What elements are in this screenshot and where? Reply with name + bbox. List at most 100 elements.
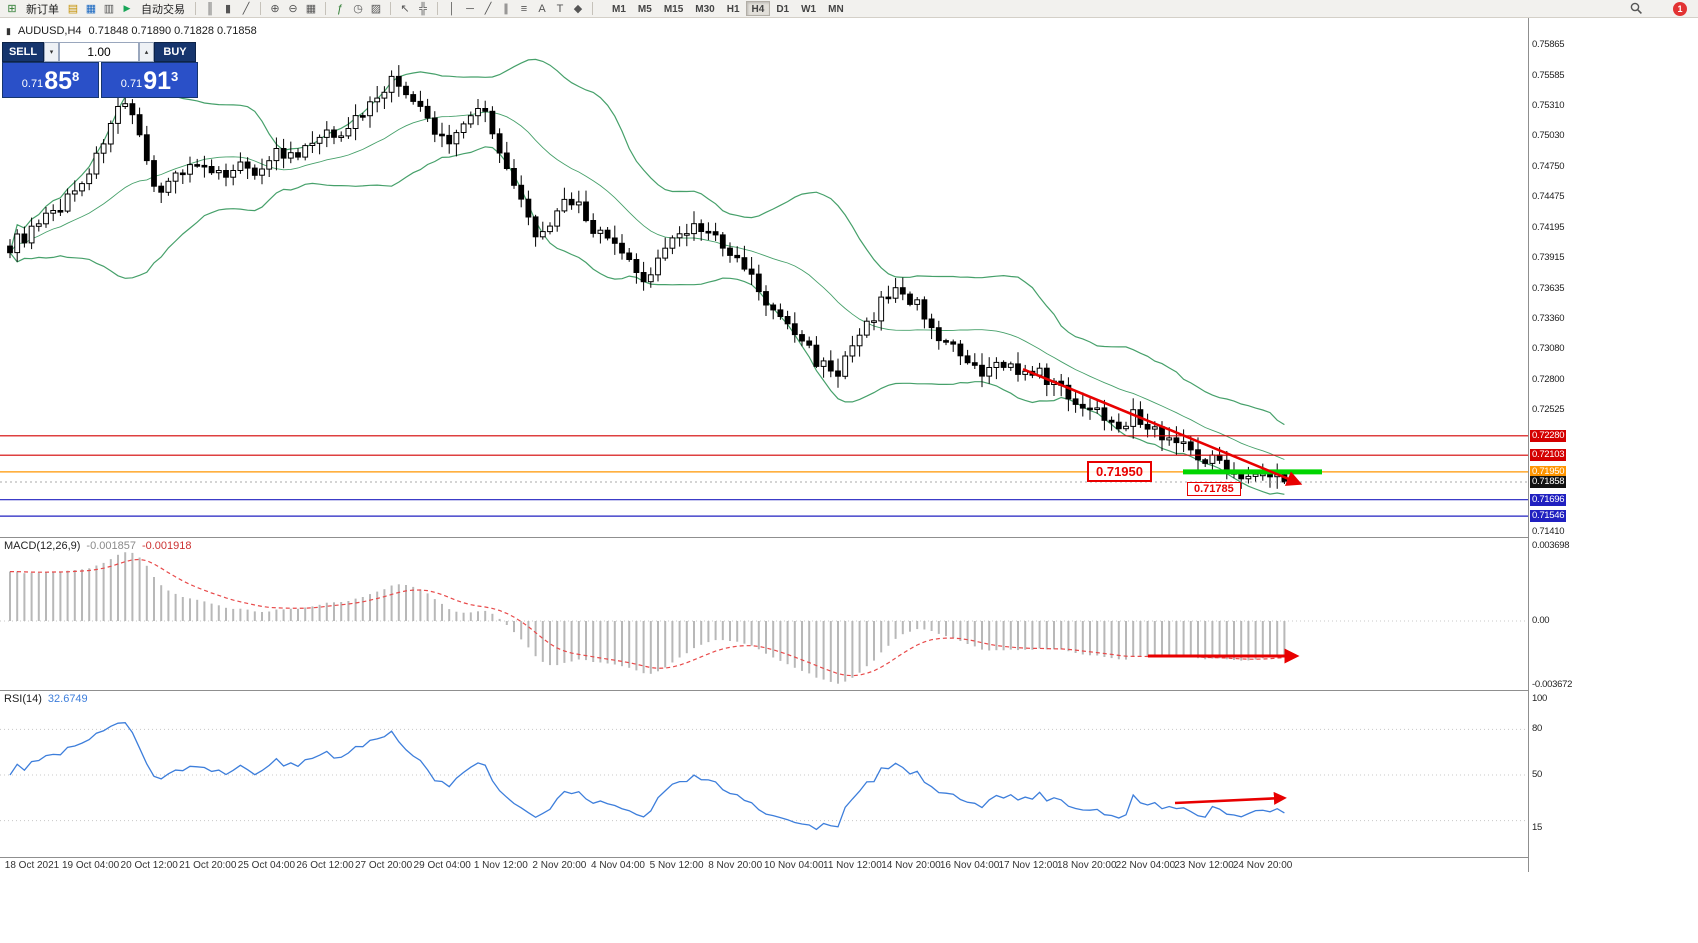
chart-window: ▮ AUDUSD,H4 0.71848 0.71890 0.71828 0.71…	[0, 18, 1572, 872]
timeframe-m5-button[interactable]: M5	[637, 4, 652, 15]
macd-indicator-pane: MACD(12,26,9) -0.001857 -0.001918	[0, 537, 1528, 690]
price-chart-pane	[0, 18, 1528, 537]
time-axis-label: 29 Oct 04:00	[413, 860, 471, 871]
toolbar-separator	[325, 2, 326, 15]
timeframe-m15-button[interactable]: M15	[663, 4, 684, 15]
time-axis-label: 1 Nov 12:00	[473, 860, 528, 871]
macd-scale-label: 0.00	[1532, 615, 1550, 626]
volume-input[interactable]	[59, 42, 139, 62]
time-axis-label: 25 Oct 04:00	[237, 860, 296, 871]
timeframe-m1-button[interactable]: M1	[612, 4, 626, 15]
price-scale-label: 0.73915	[1532, 252, 1565, 264]
toolbar-separator	[592, 2, 593, 15]
volume-decrease-button[interactable]: ▾	[44, 42, 59, 62]
timeframe-mn-button[interactable]: MN	[828, 4, 844, 15]
toolbar-separator	[390, 2, 391, 15]
time-axis[interactable]: 18 Oct 2021 19 Oct 04:00 20 Oct 12:00 21 Oc…	[0, 857, 1528, 872]
periods-icon[interactable]: ◷	[353, 3, 363, 15]
buy-price-button[interactable]: 0.71 91 3	[101, 62, 198, 98]
time-axis-label: 23 Nov 12:00	[1174, 860, 1234, 871]
new-order-button[interactable]: 新订单	[21, 1, 64, 17]
indicators-icon[interactable]: ƒ	[336, 2, 344, 15]
trendline-icon[interactable]: ╱	[484, 3, 492, 15]
sell-price-button[interactable]: 0.71 85 8	[2, 62, 99, 98]
time-axis-label: 27 Oct 20:00	[354, 860, 413, 871]
timeframe-h1-button[interactable]: H1	[726, 4, 740, 15]
cursor-icon[interactable]: ↖	[400, 3, 410, 15]
crosshair-icon[interactable]: ╬	[419, 2, 427, 15]
fibonacci-icon[interactable]: ≡	[520, 2, 528, 15]
search-icon[interactable]	[1627, 1, 1645, 17]
time-axis-label: 8 Nov 20:00	[708, 860, 763, 871]
tile-windows-icon[interactable]: ▦	[305, 3, 317, 15]
price-scale-label: 0.75865	[1532, 39, 1565, 50]
resistance-price-label[interactable]: 0.71950	[1087, 461, 1152, 482]
timeframe-h4-button[interactable]: H4	[745, 1, 771, 16]
price-level-tag: 0.71546	[1530, 510, 1567, 523]
sell-button[interactable]: SELL	[2, 42, 44, 62]
price-scale-label: 0.73635	[1532, 282, 1565, 294]
main-toolbar: ⊞ 新订单 ▤ ▦ ▥ ▶ 自动交易 ║ ▮ ╱ ⊕ ⊖ ▦ ƒ ◷ ▨ ↖ ╬…	[0, 0, 1698, 18]
price-scale-label: 0.74195	[1532, 221, 1565, 233]
timeframe-d1-button[interactable]: D1	[776, 4, 790, 15]
line-chart-icon[interactable]: ╱	[242, 3, 250, 15]
candlestick-chart-icon[interactable]: ▮	[224, 3, 232, 15]
timeframe-m30-button[interactable]: M30	[695, 4, 715, 15]
notification-badge[interactable]: 1	[1673, 1, 1687, 16]
zoom-in-icon[interactable]: ⊕	[270, 3, 280, 15]
time-axis-label: 21 Oct 20:00	[179, 860, 237, 871]
price-level-tag: 0.71696	[1530, 493, 1567, 506]
rsi-scale-label: 80	[1532, 723, 1542, 735]
price-level-tag: 0.72103	[1530, 449, 1567, 462]
time-axis-label: 17 Nov 12:00	[998, 860, 1058, 871]
time-axis-label: 2 Nov 20:00	[532, 860, 587, 871]
price-axis[interactable]: 0.75865 0.75585 0.75310 0.75030 0.74750 0.744…	[1528, 18, 1572, 872]
shapes-icon[interactable]: ◆	[573, 3, 583, 15]
text-icon[interactable]: A	[538, 2, 546, 15]
new-order-icon[interactable]: ⊞	[7, 3, 17, 15]
price-scale-label: 0.74750	[1532, 160, 1565, 172]
rsi-chart[interactable]	[0, 691, 1528, 858]
text-label-icon[interactable]: T	[556, 2, 564, 15]
rsi-scale-label: 50	[1532, 769, 1542, 780]
candlestick-chart[interactable]	[0, 18, 1528, 537]
time-axis-label: 20 Oct 12:00	[120, 860, 178, 871]
timeframe-w1-button[interactable]: W1	[801, 4, 817, 15]
price-scale-label: 0.72800	[1532, 374, 1565, 385]
time-axis-label: 22 Nov 04:00	[1115, 860, 1176, 871]
rsi-scale-label: 15	[1532, 822, 1542, 834]
symbol-name: AUDUSD,H4	[17, 25, 82, 37]
price-level-tag: 0.71950	[1530, 465, 1567, 478]
price-scale-label: 0.75585	[1532, 69, 1565, 81]
toolbar-separator	[260, 2, 261, 15]
autotrading-icon[interactable]: ▶	[123, 3, 131, 13]
price-scale-label: 0.73360	[1532, 312, 1565, 324]
toolbar-separator	[195, 2, 196, 15]
profiles-icon[interactable]: ▥	[103, 3, 115, 15]
chart-title: ▮ AUDUSD,H4 0.71848 0.71890 0.71828 0.71…	[6, 25, 257, 37]
horizontal-line-icon[interactable]: ─	[466, 2, 474, 15]
support-price-label[interactable]: 0.71785	[1187, 482, 1241, 496]
time-axis-label: 14 Nov 20:00	[881, 860, 941, 871]
volume-increase-button[interactable]: ▴	[139, 42, 154, 62]
zoom-out-icon[interactable]: ⊖	[288, 3, 298, 15]
price-level-tag: 0.71858	[1530, 476, 1567, 488]
autotrading-button[interactable]: 自动交易	[136, 1, 190, 17]
buy-button[interactable]: BUY	[154, 42, 196, 62]
symbol-ohlc: 0.71848 0.71890 0.71828 0.71858	[88, 25, 257, 37]
symbol-candle-icon: ▮	[6, 25, 11, 36]
macd-chart[interactable]	[0, 538, 1528, 691]
time-axis-label: 19 Oct 04:00	[61, 860, 120, 871]
charts-icon[interactable]: ▦	[85, 3, 97, 15]
rsi-label: RSI(14) 32.6749	[4, 693, 88, 705]
time-axis-label: 18 Oct 2021	[4, 860, 60, 871]
channel-icon[interactable]: ∥	[503, 3, 509, 15]
templates-icon[interactable]: ▨	[370, 3, 382, 15]
accounts-icon[interactable]: ▤	[67, 3, 79, 15]
time-axis-label: 24 Nov 20:00	[1232, 860, 1293, 871]
vertical-line-icon[interactable]: │	[448, 2, 456, 15]
bar-chart-icon[interactable]: ║	[206, 2, 214, 15]
rsi-indicator-pane: RSI(14) 32.6749	[0, 690, 1528, 857]
time-axis-label: 10 Nov 04:00	[764, 860, 824, 871]
